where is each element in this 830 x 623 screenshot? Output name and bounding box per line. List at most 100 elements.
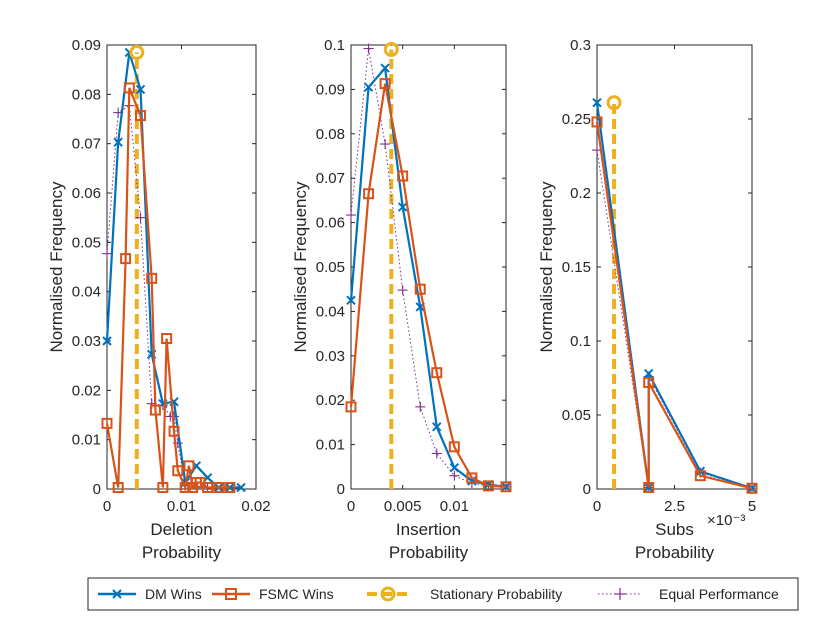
- y-tick-label: 0.1: [570, 333, 591, 350]
- fsmc-point: [149, 404, 161, 416]
- x-tick-label: 0: [347, 498, 355, 515]
- legend-item-stationary: Stationary Probability: [367, 586, 562, 602]
- x-tick-label: 0.01: [167, 498, 196, 515]
- y-tick-label: 0.07: [316, 170, 345, 187]
- y-tick-label: 0.08: [72, 86, 101, 103]
- x-tick-label: 2.5: [664, 498, 685, 515]
- fsmc-point: [161, 333, 173, 345]
- y-tick-label: 0.06: [316, 215, 345, 232]
- legend-box: [87, 577, 799, 611]
- dm-point-b: [363, 82, 374, 92]
- legend-label-fsmc: FSMC Wins: [259, 586, 334, 602]
- fsmc-point: [363, 188, 375, 200]
- fsmc-point: [482, 480, 494, 492]
- plot-area: [596, 44, 753, 490]
- stationary-point: [606, 95, 622, 111]
- equal-point: [363, 43, 374, 54]
- equal-point: [346, 210, 356, 221]
- dm-point: [346, 295, 356, 306]
- fsmc-point: [146, 272, 158, 284]
- y-tick-label: 0.07: [72, 136, 101, 153]
- fsmc-point: [101, 417, 113, 429]
- fsmc-point: [157, 482, 169, 494]
- fsmc-point: [202, 482, 214, 494]
- fsmc-point: [397, 170, 409, 182]
- x-axis-label-line: Probability: [389, 543, 469, 562]
- fsmc-point: [414, 283, 426, 295]
- y-tick-label: 0.03: [72, 333, 101, 350]
- x-axis-label-line: Insertion: [396, 520, 461, 539]
- legend-marker-fsmc: [225, 588, 237, 600]
- x-axis-exponent: ×10⁻³: [707, 512, 745, 529]
- equal-point: [431, 448, 442, 459]
- legend-label-dm: DM Wins: [145, 586, 202, 602]
- y-tick-label: 0.01: [316, 437, 345, 454]
- y-tick-label: 0.1: [324, 37, 345, 54]
- legend-label-equal: Equal Performance: [659, 586, 779, 602]
- legend: DM Wins FSMC Wins Stationary Probability…: [87, 577, 799, 611]
- equal-series-line: [106, 104, 208, 489]
- fsmc-point: [224, 482, 236, 494]
- legend-label-stationary: Stationary Probability: [430, 586, 562, 602]
- dm-point: [113, 137, 123, 147]
- stationary-point: [383, 41, 399, 57]
- y-tick-label: 0.05: [72, 234, 101, 251]
- fsmc-point: [643, 482, 655, 494]
- fsmc-point: [746, 482, 758, 494]
- dm-point-b: [380, 63, 390, 73]
- dm-point: [397, 202, 408, 212]
- dm-point: [380, 63, 390, 73]
- y-tick-label: 0.02: [316, 392, 345, 409]
- x-tick-label: 0.02: [241, 498, 270, 515]
- dm-point-b: [397, 202, 408, 212]
- legend-item-equal: Equal Performance: [598, 586, 779, 602]
- plot-area: [350, 44, 507, 490]
- x-tick-label: 0.01: [440, 498, 469, 515]
- x-axis-label-line: Probability: [142, 543, 222, 562]
- fsmc-point: [643, 376, 655, 388]
- y-tick-label: 0: [337, 481, 345, 498]
- y-tick-label: 0.09: [72, 37, 101, 54]
- plot-area: [106, 44, 257, 490]
- y-tick-label: 0.05: [316, 259, 345, 276]
- panel-deletion: 0 0.01 0.02 0.03 0.04 0.05 0.06 0.07 0.08 0.09 0 0.…: [47, 37, 271, 562]
- equal-point: [380, 139, 391, 150]
- fsmc-point: [112, 482, 124, 494]
- fsmc-point: [500, 481, 512, 493]
- panel-insertion: 0 0.01 0.02 0.03 0.04 0.05 0.06 0.07 0.08 0.09 0.1…: [291, 37, 512, 562]
- fsmc-point: [694, 470, 706, 482]
- y-tick-label: 0.09: [316, 81, 345, 98]
- dm-point: [643, 368, 654, 379]
- equal-point: [135, 212, 146, 223]
- y-axis-label: Normalised Frequency: [291, 181, 310, 353]
- fsmc-point: [431, 367, 443, 379]
- fsmc-point: [345, 401, 357, 413]
- x-axis-label-line: Deletion: [150, 520, 212, 539]
- dm-point-b: [592, 98, 602, 108]
- dm-point-b: [432, 422, 442, 432]
- x-axis-label-line: Probability: [635, 543, 715, 562]
- fsmc-point: [448, 441, 460, 453]
- y-tick-label: 0.04: [72, 284, 101, 301]
- x-tick-label: 5: [748, 498, 756, 515]
- equal-point: [102, 248, 112, 259]
- equal-point: [397, 285, 408, 296]
- x-tick-label: 0: [103, 498, 111, 515]
- legend-marker-equal: [614, 588, 626, 600]
- dm-point-b: [113, 137, 123, 147]
- legend-marker-stationary: [380, 586, 396, 602]
- y-axis-label: Normalised Frequency: [47, 181, 66, 353]
- x-tick-label: 0.005: [384, 498, 422, 515]
- dm-point: [592, 98, 602, 108]
- fsmc-point: [123, 82, 135, 94]
- dm-point: [449, 462, 460, 473]
- y-tick-label: 0.03: [316, 348, 345, 365]
- fsmc-point: [466, 472, 478, 484]
- fsmc-point: [168, 425, 180, 437]
- y-tick-label: 0.15: [562, 259, 591, 276]
- fsmc-point: [213, 482, 225, 494]
- x-tick-label: 0: [593, 498, 601, 515]
- y-tick-label: 0.06: [72, 185, 101, 202]
- dm-point: [363, 82, 374, 92]
- dm-point-b: [102, 336, 112, 346]
